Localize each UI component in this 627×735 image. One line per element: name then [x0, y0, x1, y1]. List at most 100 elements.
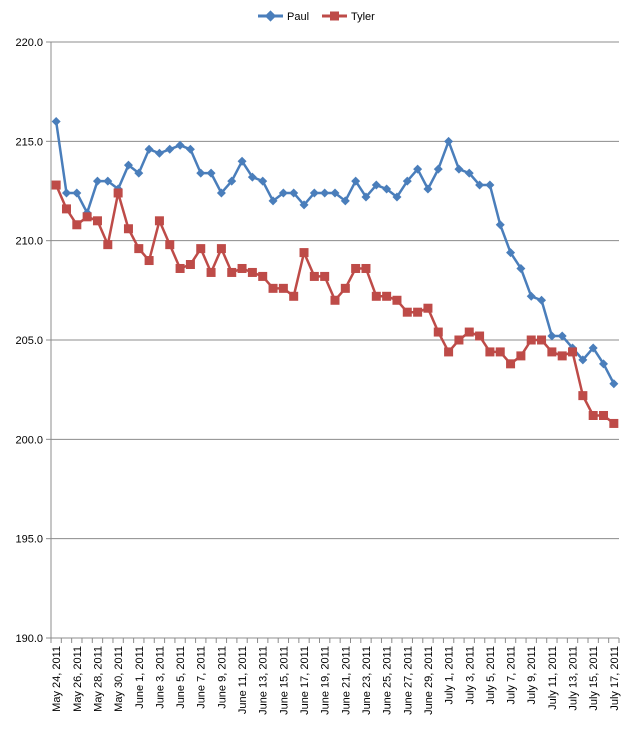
data-point-paul: [144, 144, 154, 154]
data-point-paul: [216, 188, 226, 198]
data-point-paul: [351, 176, 361, 186]
legend-label-tyler: Tyler: [351, 11, 375, 23]
data-point-tyler: [309, 271, 319, 281]
data-point-paul: [278, 188, 288, 198]
data-point-tyler: [206, 267, 216, 277]
y-tick-label: 190.0: [15, 633, 43, 645]
data-point-paul: [320, 188, 330, 198]
y-tick-label: 200.0: [15, 434, 43, 446]
data-point-paul: [134, 168, 144, 178]
data-point-tyler: [154, 216, 164, 226]
x-tick-label: June 21, 2011: [340, 646, 352, 715]
data-point-tyler: [123, 224, 133, 234]
data-point-tyler: [299, 248, 309, 258]
data-point-tyler: [351, 263, 361, 273]
x-tick-label: June 3, 2011: [154, 646, 166, 709]
data-point-tyler: [495, 347, 505, 357]
data-point-paul: [51, 116, 61, 126]
data-point-paul: [92, 176, 102, 186]
data-point-paul: [61, 188, 71, 198]
data-point-tyler: [609, 418, 619, 428]
data-point-paul: [299, 200, 309, 210]
y-axis-ticks: 220.0 215.0 210.0 205.0 200.0 195.0 190.0: [15, 37, 51, 645]
data-point-tyler: [227, 267, 237, 277]
data-point-paul: [495, 220, 505, 230]
x-tick-label: July 1, 2011: [444, 646, 456, 705]
data-point-paul: [454, 164, 464, 174]
data-point-paul: [506, 248, 516, 258]
data-point-paul: [247, 172, 257, 182]
legend-item-paul: Paul: [258, 10, 309, 23]
y-tick-label: 205.0: [15, 335, 43, 347]
data-point-paul: [413, 164, 423, 174]
data-point-tyler: [423, 303, 433, 313]
data-point-paul: [196, 168, 206, 178]
data-point-tyler: [185, 260, 195, 270]
data-point-paul: [361, 192, 371, 202]
data-point-tyler: [278, 283, 288, 293]
x-tick-label: May 26, 2011: [72, 646, 84, 712]
data-point-tyler: [330, 295, 340, 305]
data-point-paul: [237, 156, 247, 166]
legend-marker-tyler: [330, 11, 339, 21]
data-point-paul: [72, 188, 82, 198]
x-tick-label: July 9, 2011: [526, 646, 538, 705]
data-point-tyler: [557, 351, 567, 361]
x-tick-label: July 3, 2011: [464, 646, 476, 705]
x-tick-label: July 17, 2011: [609, 646, 621, 711]
legend: Paul Tyler: [258, 10, 375, 23]
data-point-paul: [185, 144, 195, 154]
data-point-paul: [227, 176, 237, 186]
x-axis-ticks: May 24, 2011 May 26, 2011 May 28, 2011 May …: [50, 638, 621, 715]
data-point-tyler: [392, 295, 402, 305]
data-point-paul: [402, 176, 412, 186]
data-point-tyler: [258, 271, 268, 281]
data-point-paul: [206, 168, 216, 178]
data-point-tyler: [196, 244, 206, 254]
x-tick-label: May 28, 2011: [92, 646, 104, 712]
data-point-tyler: [537, 335, 547, 345]
x-tick-label: June 1, 2011: [134, 646, 146, 709]
x-tick-label: June 9, 2011: [216, 646, 228, 709]
x-tick-label: June 11, 2011: [237, 646, 249, 714]
x-tick-label: May 24, 2011: [51, 646, 63, 712]
x-tick-label: June 23, 2011: [361, 646, 373, 715]
data-point-tyler: [175, 263, 185, 273]
x-tick-label: July 11, 2011: [547, 646, 559, 710]
data-point-paul: [444, 136, 454, 146]
data-point-tyler: [268, 283, 278, 293]
data-point-tyler: [103, 240, 113, 250]
data-point-tyler: [444, 347, 454, 357]
data-point-tyler: [216, 244, 226, 254]
x-tick-label: June 19, 2011: [320, 646, 332, 715]
data-point-tyler: [547, 347, 557, 357]
data-point-tyler: [72, 220, 82, 230]
data-point-paul: [330, 188, 340, 198]
data-point-tyler: [413, 307, 423, 317]
x-tick-label: May 30, 2011: [113, 646, 125, 712]
data-point-tyler: [113, 188, 123, 198]
data-point-tyler: [402, 307, 412, 317]
y-tick-label: 195.0: [15, 534, 43, 546]
data-point-paul: [464, 168, 474, 178]
data-point-tyler: [485, 347, 495, 357]
x-tick-label: July 13, 2011: [568, 646, 580, 711]
data-point-tyler: [340, 283, 350, 293]
data-point-paul: [475, 180, 485, 190]
data-point-paul: [258, 176, 268, 186]
data-point-paul: [433, 164, 443, 174]
x-tick-label: June 25, 2011: [382, 646, 394, 715]
data-point-tyler: [568, 347, 578, 357]
data-point-paul: [537, 295, 547, 305]
data-point-paul: [175, 140, 185, 150]
data-point-paul: [609, 379, 619, 389]
x-tick-label: June 13, 2011: [258, 646, 270, 715]
data-point-paul: [154, 148, 164, 158]
series-layer: [51, 116, 619, 428]
data-point-tyler: [247, 267, 257, 277]
data-point-tyler: [382, 291, 392, 301]
data-point-paul: [588, 343, 598, 353]
data-point-tyler: [361, 263, 371, 273]
legend-item-tyler: Tyler: [322, 11, 375, 23]
